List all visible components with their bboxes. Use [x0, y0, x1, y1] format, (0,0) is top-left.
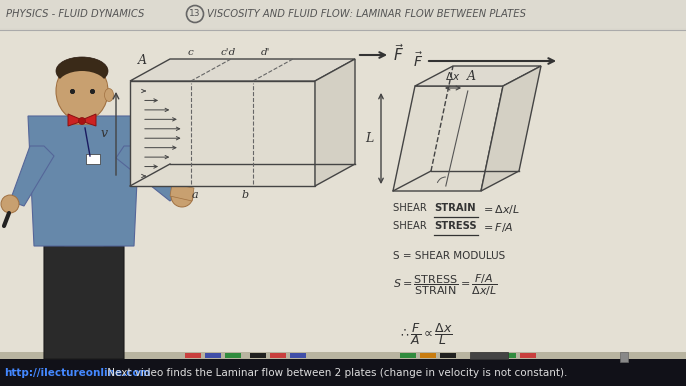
Text: a: a	[191, 190, 198, 200]
Bar	[74, 106, 90, 124]
Text: b: b	[241, 190, 248, 200]
Polygon shape	[315, 59, 355, 186]
Polygon shape	[68, 114, 80, 126]
Text: PHYSICS - FLUID DYNAMICS: PHYSICS - FLUID DYNAMICS	[6, 9, 144, 19]
Text: SHEAR: SHEAR	[393, 203, 433, 213]
Text: c'd: c'd	[220, 48, 235, 57]
Text: 13: 13	[189, 10, 201, 19]
Text: SHEAR: SHEAR	[393, 221, 433, 231]
Bar	[0, 28, 686, 359]
Bar	[520, 353, 536, 358]
Bar	[185, 353, 201, 358]
Text: $= \Delta x/L$: $= \Delta x/L$	[481, 203, 520, 216]
Text: Next video finds the Laminar flow between 2 plates (change in velocity is not co: Next video finds the Laminar flow betwee…	[104, 368, 567, 378]
Bar	[440, 353, 456, 358]
Text: c: c	[187, 48, 193, 57]
Bar	[0, 352, 686, 359]
Bar	[270, 353, 286, 358]
Text: STRAIN: STRAIN	[434, 203, 475, 213]
Bar	[470, 352, 508, 359]
Polygon shape	[44, 206, 124, 359]
Bar	[0, 0, 686, 28]
Polygon shape	[170, 184, 194, 201]
Polygon shape	[415, 66, 541, 86]
Text: v: v	[101, 127, 108, 140]
Bar	[205, 353, 221, 358]
Bar	[400, 353, 416, 358]
Bar	[480, 353, 496, 358]
Circle shape	[1, 195, 19, 213]
Ellipse shape	[56, 57, 108, 85]
Text: A: A	[138, 54, 147, 68]
Circle shape	[78, 117, 86, 125]
Polygon shape	[130, 81, 315, 186]
Ellipse shape	[56, 61, 108, 121]
Bar	[420, 353, 436, 358]
Text: $\vec{F}$: $\vec{F}$	[393, 44, 404, 64]
Polygon shape	[28, 116, 140, 246]
Text: VISCOSITY AND FLUID FLOW: LAMINAR FLOW BETWEEN PLATES: VISCOSITY AND FLUID FLOW: LAMINAR FLOW B…	[207, 9, 526, 19]
Bar	[290, 353, 306, 358]
Text: $= F/A$: $= F/A$	[481, 221, 514, 234]
Bar	[0, 359, 686, 386]
Ellipse shape	[104, 88, 113, 102]
Ellipse shape	[57, 71, 107, 101]
Text: $\vec{F}$: $\vec{F}$	[413, 52, 423, 70]
Polygon shape	[84, 114, 96, 126]
Polygon shape	[481, 66, 541, 191]
Polygon shape	[116, 146, 182, 201]
Text: $S = \dfrac{\mathrm{STRESS}}{\mathrm{STRAIN}} = \dfrac{F/A}{\Delta x/L}$: $S = \dfrac{\mathrm{STRESS}}{\mathrm{STR…	[393, 273, 497, 298]
Bar	[620, 352, 628, 362]
Text: $\Delta x$: $\Delta x$	[445, 70, 461, 82]
Circle shape	[171, 185, 193, 207]
Text: http://ilectureonline.com: http://ilectureonline.com	[4, 368, 150, 378]
Text: $\therefore \dfrac{F}{A} \propto \dfrac{\Delta x}{L}$: $\therefore \dfrac{F}{A} \propto \dfrac{…	[398, 321, 453, 347]
Text: L: L	[365, 132, 373, 145]
Polygon shape	[393, 86, 503, 191]
Text: S = SHEAR MODULUS: S = SHEAR MODULUS	[393, 251, 506, 261]
Bar	[225, 353, 241, 358]
Bar	[250, 353, 266, 358]
Polygon shape	[10, 146, 54, 206]
Text: A: A	[467, 69, 476, 83]
Polygon shape	[130, 59, 355, 81]
Text: d': d'	[261, 48, 271, 57]
Bar	[500, 353, 516, 358]
Bar	[86, 154, 100, 164]
Text: STRESS: STRESS	[434, 221, 477, 231]
